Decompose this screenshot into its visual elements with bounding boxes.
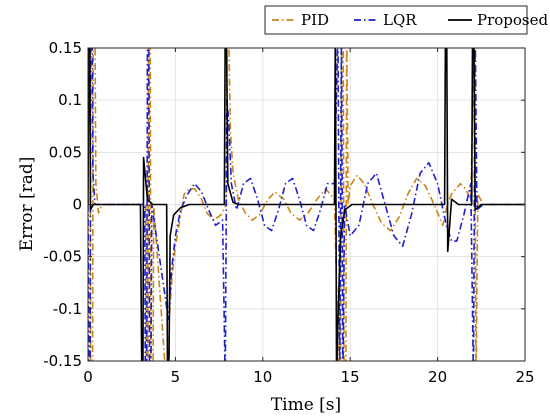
y-tick-label: 0.15: [49, 39, 82, 57]
x-tick-label: 20: [428, 368, 447, 386]
x-tick-label: 0: [83, 368, 93, 386]
y-tick-label: -0.05: [43, 248, 82, 266]
series-line-proposed: [88, 48, 525, 361]
legend-label-lqr: LQR: [383, 11, 417, 29]
y-tick-label: 0.05: [49, 143, 82, 161]
series-line-lqr: [88, 48, 525, 361]
axis-ticks: [87, 47, 526, 362]
tick-labels: 0 5 10 15 20 25 -0.15 -0.1 -0.05 0 0.05 0.1 0.15: [43, 39, 534, 386]
y-axis-label: Error [rad]: [17, 157, 37, 252]
legend: PID LQR Proposed: [264, 5, 549, 35]
y-tick-label: -0.15: [43, 352, 82, 370]
y-tick-label: 0.1: [58, 91, 82, 109]
y-tick-label: 0: [72, 196, 82, 214]
y-tick-label: -0.1: [53, 300, 82, 318]
legend-box: [264, 5, 528, 35]
x-tick-label: 10: [253, 368, 272, 386]
x-tick-label: 25: [515, 368, 534, 386]
x-tick-label: 5: [171, 368, 181, 386]
series-layer: [88, 48, 525, 361]
series-line-pid: [88, 48, 525, 361]
legend-label-pid: PID: [301, 11, 329, 29]
legend-label-proposed: Proposed: [477, 11, 549, 29]
x-axis-label: Time [s]: [271, 395, 341, 415]
x-tick-label: 15: [341, 368, 360, 386]
